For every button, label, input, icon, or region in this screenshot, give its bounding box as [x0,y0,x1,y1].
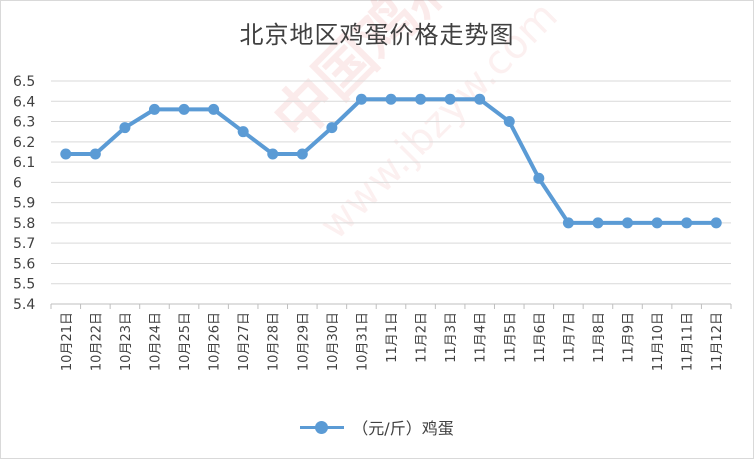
data-point [267,148,279,160]
chart-legend: （元/斤）鸡蛋 [1,415,753,439]
y-tick-label: 5.8 [13,216,35,232]
data-point [651,217,663,229]
x-tick-label: 11月1日 [385,312,400,363]
y-tick-label: 6.1 [13,155,35,171]
x-tick-label: 10月27日 [237,312,252,371]
x-tick-label: 10月24日 [148,312,163,371]
x-tick-label: 11月6日 [533,312,548,363]
y-tick-label: 5.9 [13,196,35,212]
y-tick-label: 6.2 [13,135,35,151]
x-tick-label: 11月3日 [444,312,459,363]
data-point [622,217,634,229]
x-tick-label: 11月10日 [651,312,666,371]
x-tick-label: 10月28日 [267,312,282,371]
x-tick-label: 11月8日 [592,312,607,363]
data-point [533,172,545,184]
data-point [326,122,338,134]
x-tick-label: 10月22日 [89,312,104,371]
data-point [60,148,72,160]
data-point [474,93,486,105]
data-point [503,116,515,128]
y-tick-label: 5.7 [13,236,35,252]
x-tick-label: 11月7日 [562,312,577,363]
x-tick-label: 10月25日 [178,312,193,371]
data-point [119,122,131,134]
data-point [710,217,722,229]
data-point [89,148,101,160]
x-tick-label: 11月11日 [681,312,696,371]
x-tick-label: 11月2日 [415,312,430,363]
y-tick-label: 5.5 [13,277,35,293]
x-tick-label: 10月30日 [326,312,341,371]
y-tick-label: 6.5 [13,74,35,90]
y-tick-label: 5.6 [13,256,35,272]
chart-title: 北京地区鸡蛋价格走势图 [239,21,515,49]
data-point [208,103,220,115]
data-point [681,217,693,229]
x-tick-label: 10月26日 [208,312,223,371]
legend-marker [300,420,345,434]
legend-label: （元/斤）鸡蛋 [352,419,454,438]
data-point [237,126,249,138]
data-point [562,217,574,229]
x-tick-label: 10月23日 [119,312,134,371]
data-point [415,93,427,105]
data-point [385,93,397,105]
data-point [592,217,604,229]
x-tick-label: 10月21日 [60,312,75,371]
y-tick-label: 6.3 [13,115,35,131]
data-point [148,103,160,115]
x-tick-label: 10月29日 [296,312,311,371]
data-point [296,148,308,160]
y-tick-label: 6.4 [13,94,35,110]
x-tick-label: 11月12日 [710,312,725,371]
x-tick-label: 11月4日 [474,312,489,363]
data-point [355,93,367,105]
data-point [444,93,456,105]
x-tick-label: 11月5日 [503,312,518,363]
y-tick-label: 6 [13,175,22,191]
y-tick-label: 5.4 [13,297,35,313]
data-point [178,103,190,115]
x-tick-label: 11月9日 [622,312,637,363]
series-line [63,97,719,225]
x-tick-label: 10月31日 [355,312,370,371]
